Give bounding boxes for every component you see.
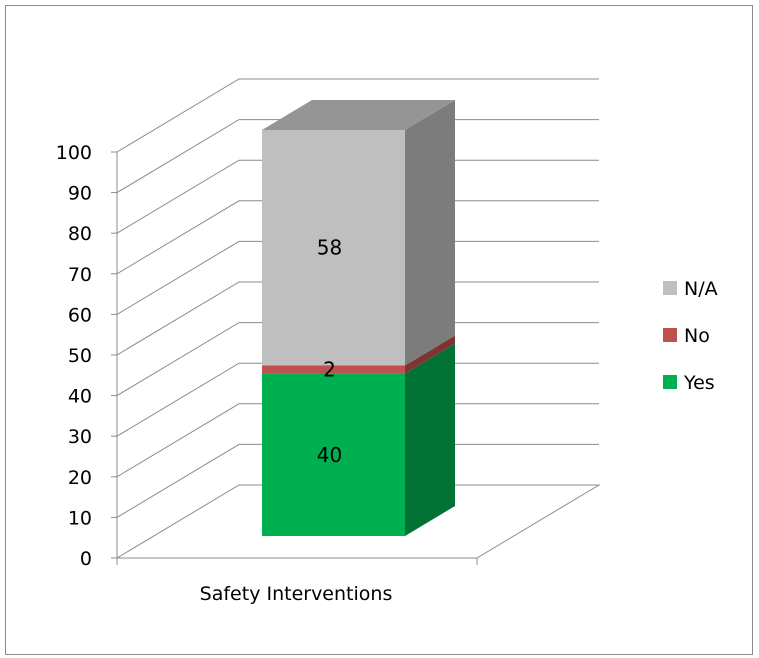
bar-segment-yes-front — [262, 373, 405, 536]
bar-segment-no-side — [405, 335, 455, 374]
bar-segment-n-a-top — [262, 100, 455, 130]
gridline — [116, 159, 599, 234]
gridline — [116, 322, 599, 397]
y-tick-label: 100 — [56, 142, 92, 164]
chart-floor — [115, 484, 601, 559]
y-tick-label: 60 — [68, 304, 92, 326]
bar-stack — [262, 100, 455, 536]
y-tick-label: 40 — [68, 386, 92, 408]
data-label: 40 — [317, 443, 342, 467]
gridline — [116, 119, 599, 194]
chart-walls — [115, 78, 601, 559]
y-tick-label: 0 — [80, 548, 92, 570]
y-tick-label: 30 — [68, 426, 92, 448]
legend-label-no: No — [684, 325, 710, 347]
gridline — [116, 362, 599, 437]
legend-swatch-no — [663, 328, 677, 342]
y-tick-label: 70 — [68, 264, 92, 286]
x-axis: Safety Interventions — [200, 583, 393, 605]
y-axis: 0 10 20 30 40 50 60 70 80 90 100 — [56, 142, 478, 570]
x-tick-label: Safety Interventions — [200, 583, 393, 605]
data-label: 2 — [323, 358, 336, 382]
y-tick-label: 20 — [68, 467, 92, 489]
gridline — [116, 281, 599, 356]
gridline — [116, 200, 599, 275]
bar-segment-n-a-front — [262, 130, 405, 366]
gridline — [116, 403, 599, 478]
legend-swatch-yes — [663, 375, 677, 389]
y-tick-label: 10 — [68, 507, 92, 529]
gridline — [116, 443, 599, 518]
bar-segment-yes-side — [405, 343, 455, 536]
legend-swatch-n-a — [663, 281, 677, 295]
y-tick-label: 50 — [68, 345, 92, 367]
legend: N/A No Yes — [663, 278, 718, 394]
data-label: 58 — [317, 236, 342, 260]
bar-segment-no-front — [262, 365, 405, 374]
y-tick-label: 90 — [68, 183, 92, 205]
y-tick-label: 80 — [68, 223, 92, 245]
legend-label-yes: Yes — [683, 372, 715, 394]
gridline — [116, 240, 599, 315]
legend-label-n-a: N/A — [684, 278, 718, 300]
data-labels: 40 2 58 — [317, 236, 342, 467]
bar-segment-n-a-side — [405, 100, 455, 366]
gridline — [116, 78, 599, 153]
